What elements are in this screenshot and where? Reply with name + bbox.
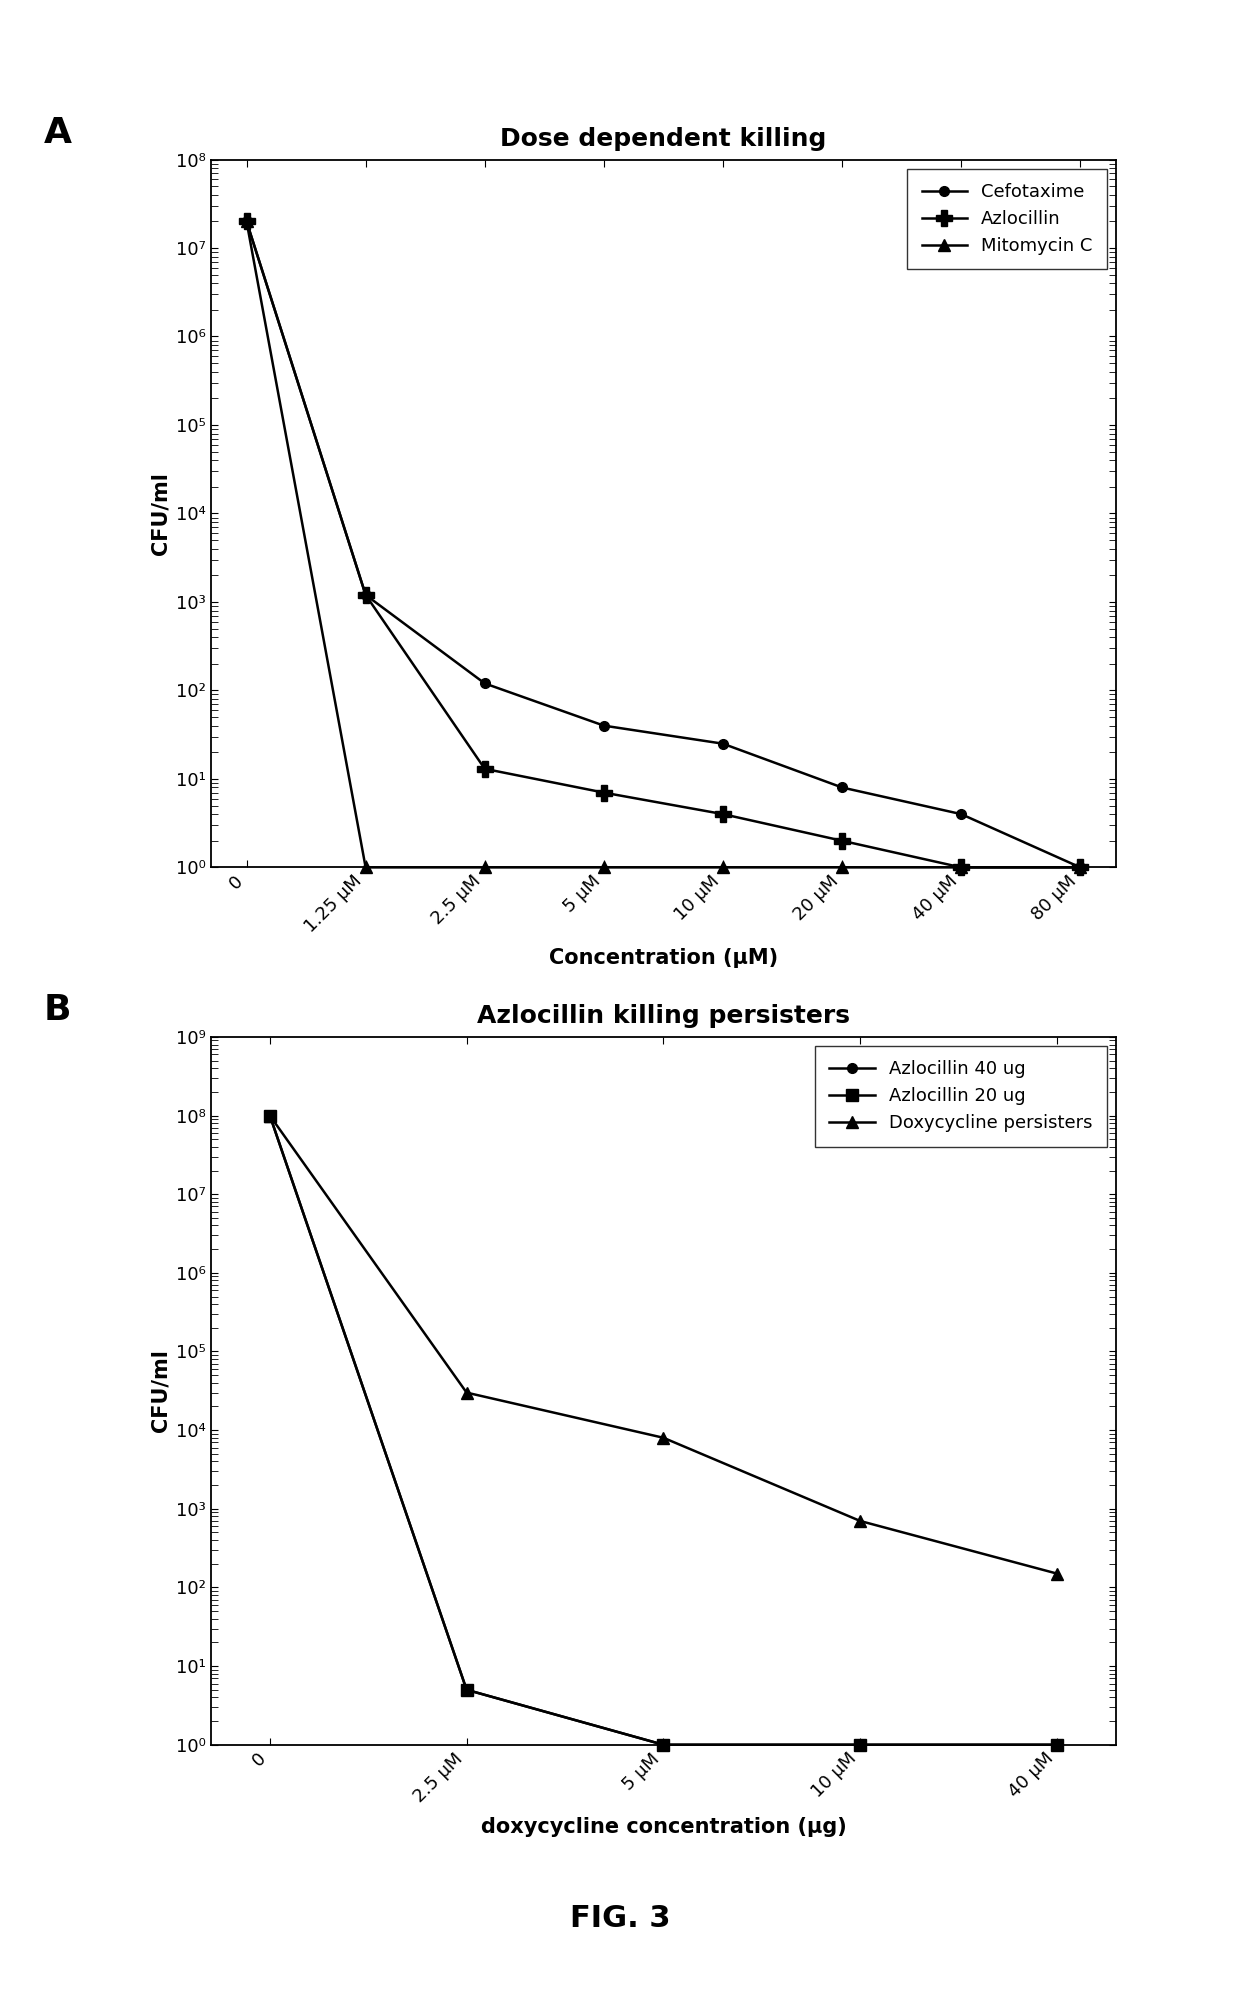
Legend: Cefotaxime, Azlocillin, Mitomycin C: Cefotaxime, Azlocillin, Mitomycin C: [908, 169, 1107, 269]
Title: Azlocillin killing persisters: Azlocillin killing persisters: [477, 1005, 849, 1029]
Azlocillin: [715, 802, 730, 826]
Mitomycin C: [239, 209, 254, 233]
Azlocillin 40 ug: [459, 1677, 474, 1701]
Azlocillin 20 ug: [263, 1103, 278, 1127]
Y-axis label: CFU/ml: CFU/ml: [150, 473, 171, 554]
Azlocillin 20 ug: [1049, 1733, 1064, 1757]
Mitomycin C: [358, 855, 373, 879]
Mitomycin C: [1073, 855, 1087, 879]
Azlocillin 20 ug: [459, 1677, 474, 1701]
Text: A: A: [43, 116, 72, 150]
Azlocillin: [835, 830, 849, 853]
Cefotaxime: [477, 672, 492, 696]
Text: B: B: [43, 993, 71, 1027]
Azlocillin: [596, 780, 611, 804]
Y-axis label: CFU/ml: CFU/ml: [150, 1350, 171, 1432]
Azlocillin 40 ug: [853, 1733, 868, 1757]
Line: Azlocillin: Azlocillin: [239, 213, 1087, 875]
Cefotaxime: [596, 714, 611, 738]
Azlocillin 40 ug: [1049, 1733, 1064, 1757]
Cefotaxime: [358, 582, 373, 606]
Doxycycline persisters: [853, 1509, 868, 1533]
Azlocillin 40 ug: [263, 1103, 278, 1127]
Line: Azlocillin 20 ug: Azlocillin 20 ug: [264, 1111, 1063, 1751]
Doxycycline persisters: [459, 1380, 474, 1404]
Doxycycline persisters: [1049, 1561, 1064, 1585]
Azlocillin 20 ug: [656, 1733, 671, 1757]
Cefotaxime: [239, 209, 254, 233]
Line: Azlocillin 40 ug: Azlocillin 40 ug: [265, 1111, 1061, 1749]
Mitomycin C: [954, 855, 968, 879]
Azlocillin: [954, 855, 968, 879]
X-axis label: Concentration (μM): Concentration (μM): [549, 947, 777, 967]
Mitomycin C: [477, 855, 492, 879]
Azlocillin: [358, 582, 373, 606]
Doxycycline persisters: [656, 1426, 671, 1450]
Cefotaxime: [954, 802, 968, 826]
Azlocillin: [1073, 855, 1087, 879]
Azlocillin 40 ug: [656, 1733, 671, 1757]
Azlocillin: [239, 209, 254, 233]
Mitomycin C: [596, 855, 611, 879]
Legend: Azlocillin 40 ug, Azlocillin 20 ug, Doxycycline persisters: Azlocillin 40 ug, Azlocillin 20 ug, Doxy…: [815, 1047, 1107, 1147]
Cefotaxime: [1073, 855, 1087, 879]
Mitomycin C: [835, 855, 849, 879]
Line: Doxycycline persisters: Doxycycline persisters: [264, 1109, 1063, 1579]
Text: FIG. 3: FIG. 3: [569, 1904, 671, 1932]
Title: Dose dependent killing: Dose dependent killing: [500, 128, 827, 152]
Azlocillin: [477, 758, 492, 782]
Cefotaxime: [715, 732, 730, 756]
X-axis label: doxycycline concentration (μg): doxycycline concentration (μg): [481, 1817, 846, 1836]
Doxycycline persisters: [263, 1103, 278, 1127]
Azlocillin 20 ug: [853, 1733, 868, 1757]
Line: Cefotaxime: Cefotaxime: [242, 217, 1085, 871]
Mitomycin C: [715, 855, 730, 879]
Line: Mitomycin C: Mitomycin C: [241, 215, 1086, 873]
Cefotaxime: [835, 776, 849, 800]
